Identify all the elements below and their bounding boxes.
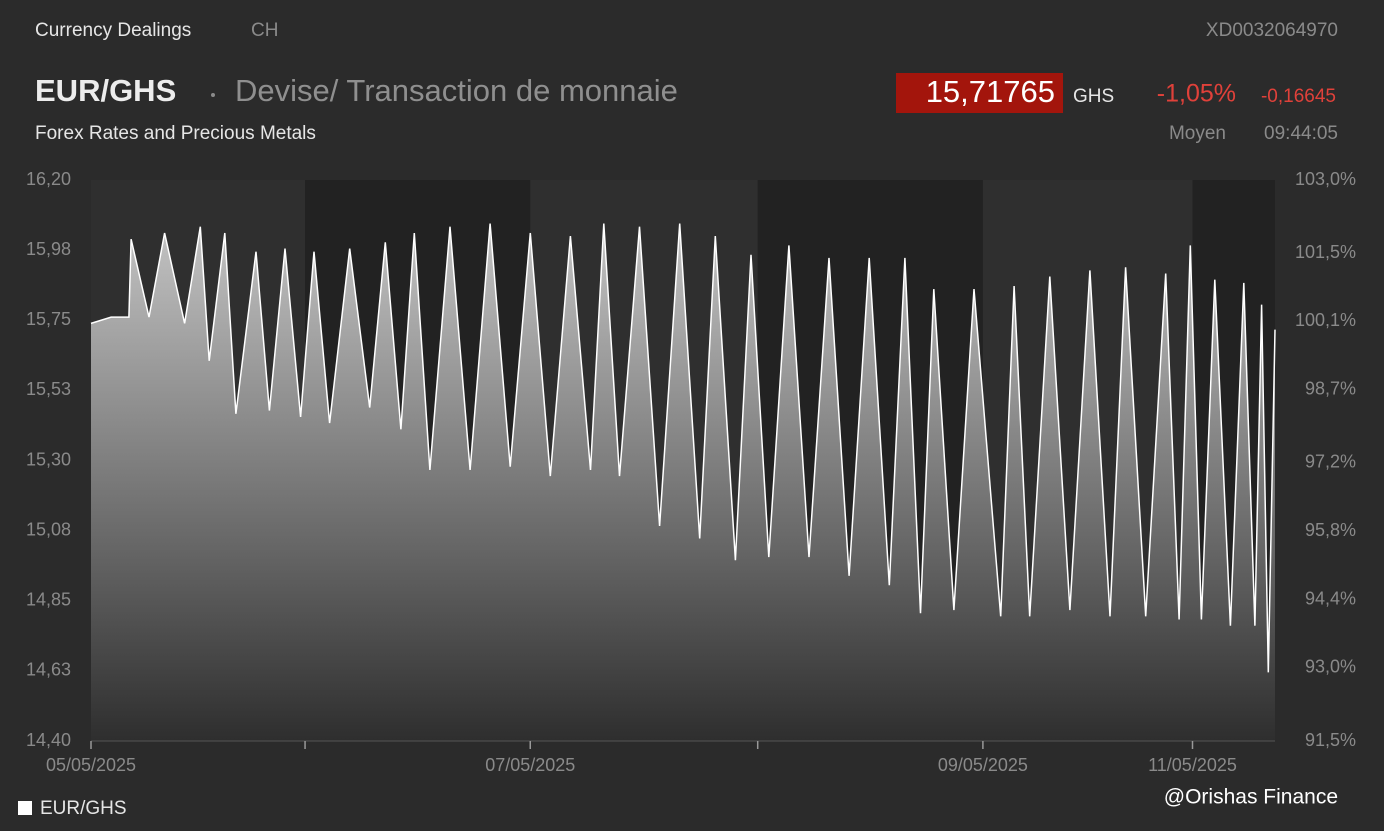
- x-tick-label: 11/05/2025: [1148, 755, 1237, 775]
- market: Forex Rates and Precious Metals: [35, 123, 316, 144]
- y2-tick-label: 101,5%: [1295, 242, 1356, 262]
- y-tick-label: 14,63: [26, 660, 71, 680]
- y2-tick-label: 94,4%: [1305, 588, 1356, 608]
- symbol: EUR/GHS: [35, 73, 176, 108]
- y2-tick-label: 91,5%: [1305, 730, 1356, 750]
- y-tick-label: 14,85: [26, 590, 71, 610]
- y-tick-label: 15,98: [26, 239, 71, 259]
- y2-tick-label: 93,0%: [1305, 657, 1356, 677]
- y-tick-label: 15,30: [26, 449, 71, 469]
- price-type: Moyen: [1169, 123, 1226, 144]
- change-pct: -1,05%: [1157, 80, 1236, 108]
- y2-tick-label: 98,7%: [1305, 379, 1356, 399]
- y2-tick-label: 100,1%: [1295, 310, 1356, 330]
- x-tick-label: 09/05/2025: [938, 755, 1028, 775]
- y2-tick-label: 97,2%: [1305, 452, 1356, 472]
- line: [90, 223, 1276, 673]
- watermark: @Orishas Finance: [1164, 786, 1338, 809]
- isin: XD0032064970: [1206, 20, 1338, 41]
- y2-tick-label: 103,0%: [1295, 169, 1356, 189]
- y-tick-label: 15,53: [26, 379, 71, 399]
- x-tick-label: 05/05/2025: [46, 755, 136, 775]
- y2-tick-label: 95,8%: [1305, 520, 1356, 540]
- y-tick-label: 15,75: [26, 309, 71, 329]
- legend-label: EUR/GHS: [40, 798, 127, 819]
- description: Devise/ Transaction de monnaie: [235, 73, 678, 108]
- price: 15,71765: [926, 74, 1055, 109]
- legend-swatch: [18, 801, 32, 815]
- plot: [90, 223, 1276, 742]
- y-tick-label: 16,20: [26, 169, 71, 189]
- y-tick-label: 15,08: [26, 519, 71, 539]
- currency: GHS: [1073, 86, 1114, 107]
- separator: [211, 93, 215, 97]
- time: 09:44:05: [1264, 123, 1338, 144]
- x-tick-label: 07/05/2025: [485, 755, 575, 775]
- country: CH: [251, 20, 278, 41]
- y-tick-label: 14,40: [26, 730, 71, 750]
- price-box: [896, 73, 1063, 113]
- category: Currency Dealings: [35, 20, 191, 41]
- change-abs: -0,16645: [1261, 86, 1336, 107]
